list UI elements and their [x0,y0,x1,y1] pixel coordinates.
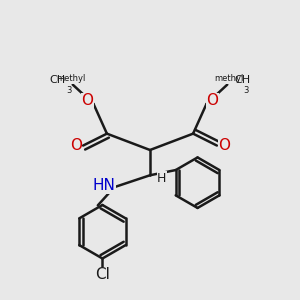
Text: O: O [206,94,218,109]
Text: O: O [82,94,94,109]
Text: CH: CH [235,75,251,85]
Text: CH: CH [49,75,65,85]
Text: methyl: methyl [56,74,86,83]
Text: 3: 3 [67,86,72,95]
Text: H: H [157,172,167,185]
Text: Cl: Cl [95,267,110,282]
Text: O: O [218,138,230,153]
Text: 3: 3 [243,86,248,95]
Text: methyl: methyl [214,74,244,83]
Text: O: O [70,138,82,153]
Text: HN: HN [92,178,116,193]
